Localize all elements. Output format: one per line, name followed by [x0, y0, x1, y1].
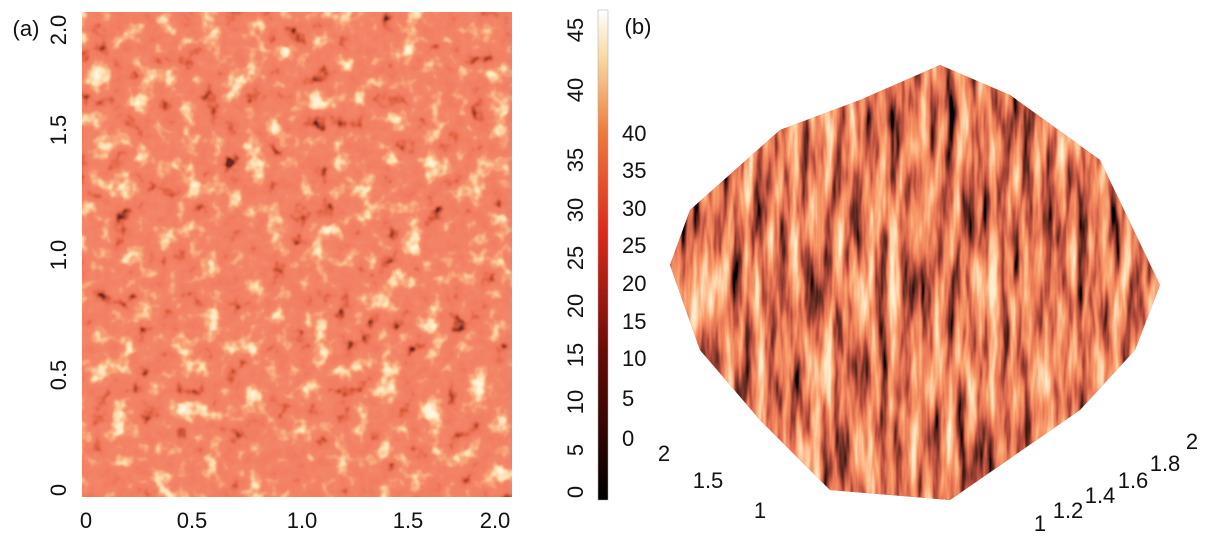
colorbar-tick-label: 20	[563, 294, 588, 318]
labels: (a) (b)00.51.01.52.00 0.5 1.0 1.5 2.005101520…	[13, 14, 1199, 536]
colorbar-tick-label: 40	[563, 78, 588, 102]
colorbar-tick-label: 20	[622, 271, 646, 296]
colorbar-tick-label: 40	[622, 121, 646, 146]
x-tick-label: 0.5	[177, 508, 208, 533]
x-tick-label: 0	[80, 508, 92, 533]
colorbar-tick-label: 30	[563, 198, 588, 222]
colorbar-tick-label: 15	[563, 343, 588, 367]
colorbar-tick-label: 5	[563, 444, 588, 456]
y-tick-label: 2.0	[46, 15, 71, 46]
colorbar-tick-label: 25	[622, 233, 646, 258]
axis-tick-label: 2	[1186, 429, 1198, 454]
afm-2d-image	[82, 12, 512, 497]
panel-label: (b)	[625, 14, 652, 39]
axis-tick-label: 1.6	[1118, 468, 1149, 493]
colorbar-tick-label: 35	[563, 148, 588, 172]
axis-tick-label: 1	[1034, 511, 1046, 536]
axis-tick-label: 1.5	[693, 468, 724, 493]
x-tick-label: 2.0	[480, 508, 511, 533]
axis-tick-label: 2	[658, 441, 670, 466]
y-tick-label: 0	[46, 484, 71, 496]
colorbar-tick-label: 0	[563, 486, 588, 498]
colorbar	[597, 9, 609, 501]
colorbar-tick-label: 5	[622, 386, 634, 411]
axis-tick-label: 1.2	[1053, 498, 1084, 523]
colorbar-tick-label: 35	[622, 158, 646, 183]
y-tick-label: 1.5	[46, 115, 71, 146]
x-tick-label: 1.5	[393, 508, 424, 533]
x-tick-label: 1.0	[287, 508, 318, 533]
y-tick-label: 0.5	[46, 360, 71, 391]
panel-label: (a)	[13, 16, 40, 41]
colorbar-tick-label: 15	[622, 309, 646, 334]
colorbar-tick-label: 45	[563, 18, 588, 42]
axis-tick-label: 1.8	[1150, 451, 1181, 476]
y-tick-label: 1.0	[46, 240, 71, 271]
axis-tick-label: 1	[754, 498, 766, 523]
colorbar-tick-label: 10	[622, 346, 646, 371]
axis-tick-label: 1.4	[1085, 483, 1116, 508]
afm-3d-surface	[670, 65, 1160, 500]
colorbar-tick-label: 10	[563, 390, 588, 414]
colorbar-tick-label: 30	[622, 196, 646, 221]
colorbar-tick-label: 25	[563, 246, 588, 270]
colorbar-tick-label: 0	[622, 426, 634, 451]
